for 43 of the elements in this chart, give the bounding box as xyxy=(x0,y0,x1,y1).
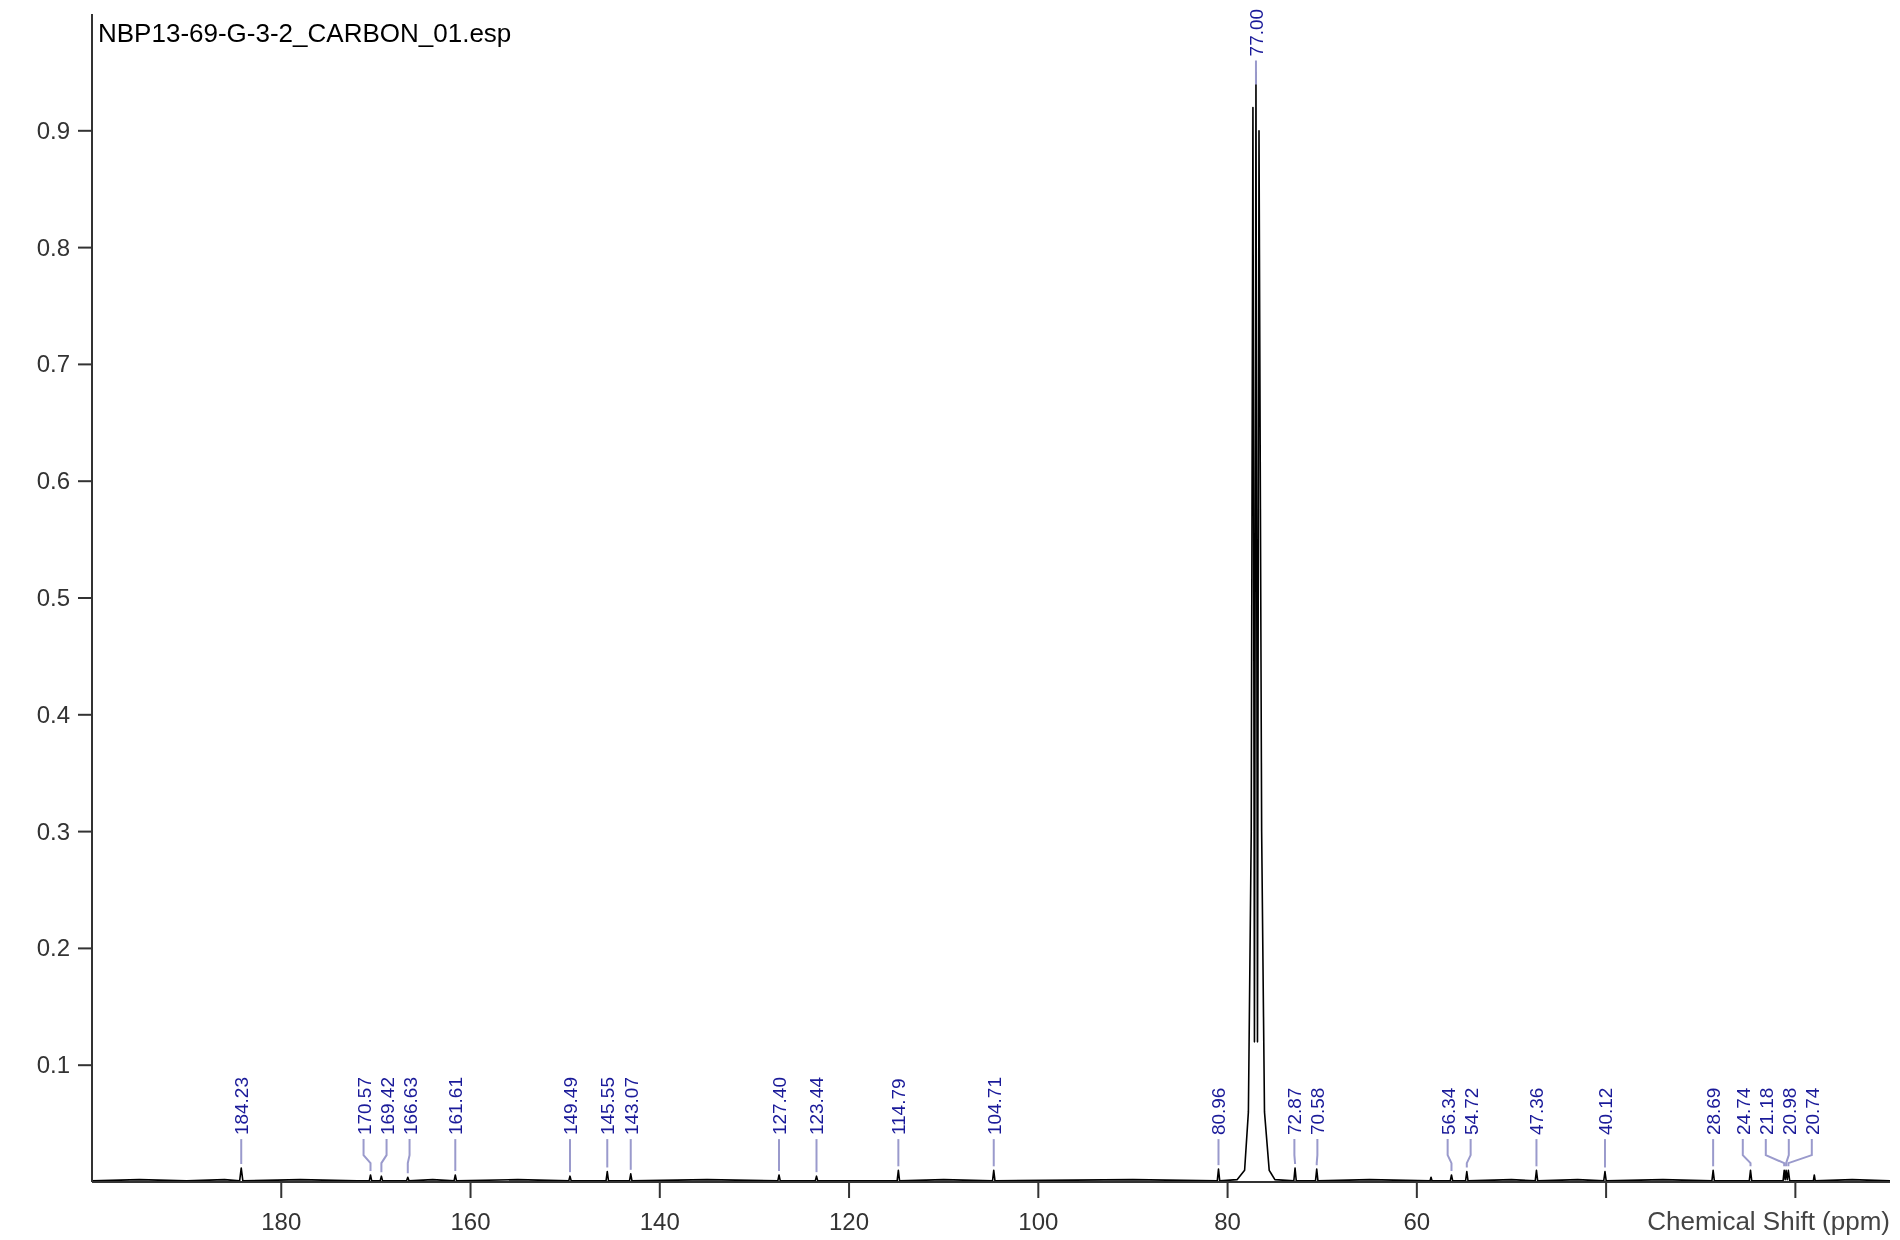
annotation: 143.07 xyxy=(620,1076,642,1136)
annotation: 170.57 xyxy=(353,1076,375,1136)
annotation: 56.34 xyxy=(1437,1087,1459,1136)
annotation: 104.71 xyxy=(983,1076,1005,1136)
annotation: 123.44 xyxy=(806,1076,828,1136)
y-tick-label: 0.5 xyxy=(36,584,70,611)
x-tick-label: 160 xyxy=(450,1208,491,1235)
annotation: 149.49 xyxy=(559,1076,581,1136)
y-tick-label: 0.7 xyxy=(36,350,70,378)
x-tick-label: 100 xyxy=(1018,1208,1059,1235)
annotation: 169.42 xyxy=(376,1076,398,1136)
annotation: 77.00 xyxy=(1245,8,1267,57)
y-tick-label: 0.3 xyxy=(36,817,70,845)
x-axis-title: Chemical Shift (ppm) xyxy=(1647,1206,1890,1236)
annotation: 80.96 xyxy=(1208,1087,1230,1136)
x-tick-label: 180 xyxy=(261,1208,302,1235)
annotation: 21.18 xyxy=(1755,1087,1777,1136)
x-tick-label: 80 xyxy=(1214,1208,1241,1235)
annotation: 20.98 xyxy=(1778,1087,1800,1136)
y-tick-label: 0.1 xyxy=(36,1051,70,1079)
annotation: 20.74 xyxy=(1801,1087,1823,1136)
annotation: 47.36 xyxy=(1526,1087,1548,1136)
annotation: 166.63 xyxy=(399,1076,421,1136)
annotation: 24.74 xyxy=(1732,1087,1754,1136)
y-tick-label: 0.9 xyxy=(36,116,70,144)
annotation: 184.23 xyxy=(231,1076,253,1136)
annotation: 72.87 xyxy=(1284,1087,1306,1136)
annotation: 40.12 xyxy=(1594,1087,1616,1136)
annotation: 127.40 xyxy=(769,1076,791,1136)
y-tick-label: 0.8 xyxy=(36,233,70,261)
annotation: 161.61 xyxy=(445,1076,467,1136)
x-tick-label: 140 xyxy=(639,1208,680,1235)
y-tick-label: 0.4 xyxy=(36,700,70,728)
annotation: 28.69 xyxy=(1703,1087,1725,1136)
annotation: 114.79 xyxy=(888,1078,910,1136)
annotation: 70.58 xyxy=(1307,1087,1329,1136)
y-tick-label: 0.2 xyxy=(36,934,70,962)
annotation: 54.72 xyxy=(1460,1087,1482,1136)
x-tick-label: 60 xyxy=(1403,1208,1431,1235)
chart-title: NBP13-69-G-3-2_CARBON_01.esp xyxy=(98,18,512,48)
x-tick-label: 120 xyxy=(829,1208,870,1235)
y-tick-label: 0.6 xyxy=(36,467,70,495)
annotation: 145.55 xyxy=(597,1076,619,1136)
